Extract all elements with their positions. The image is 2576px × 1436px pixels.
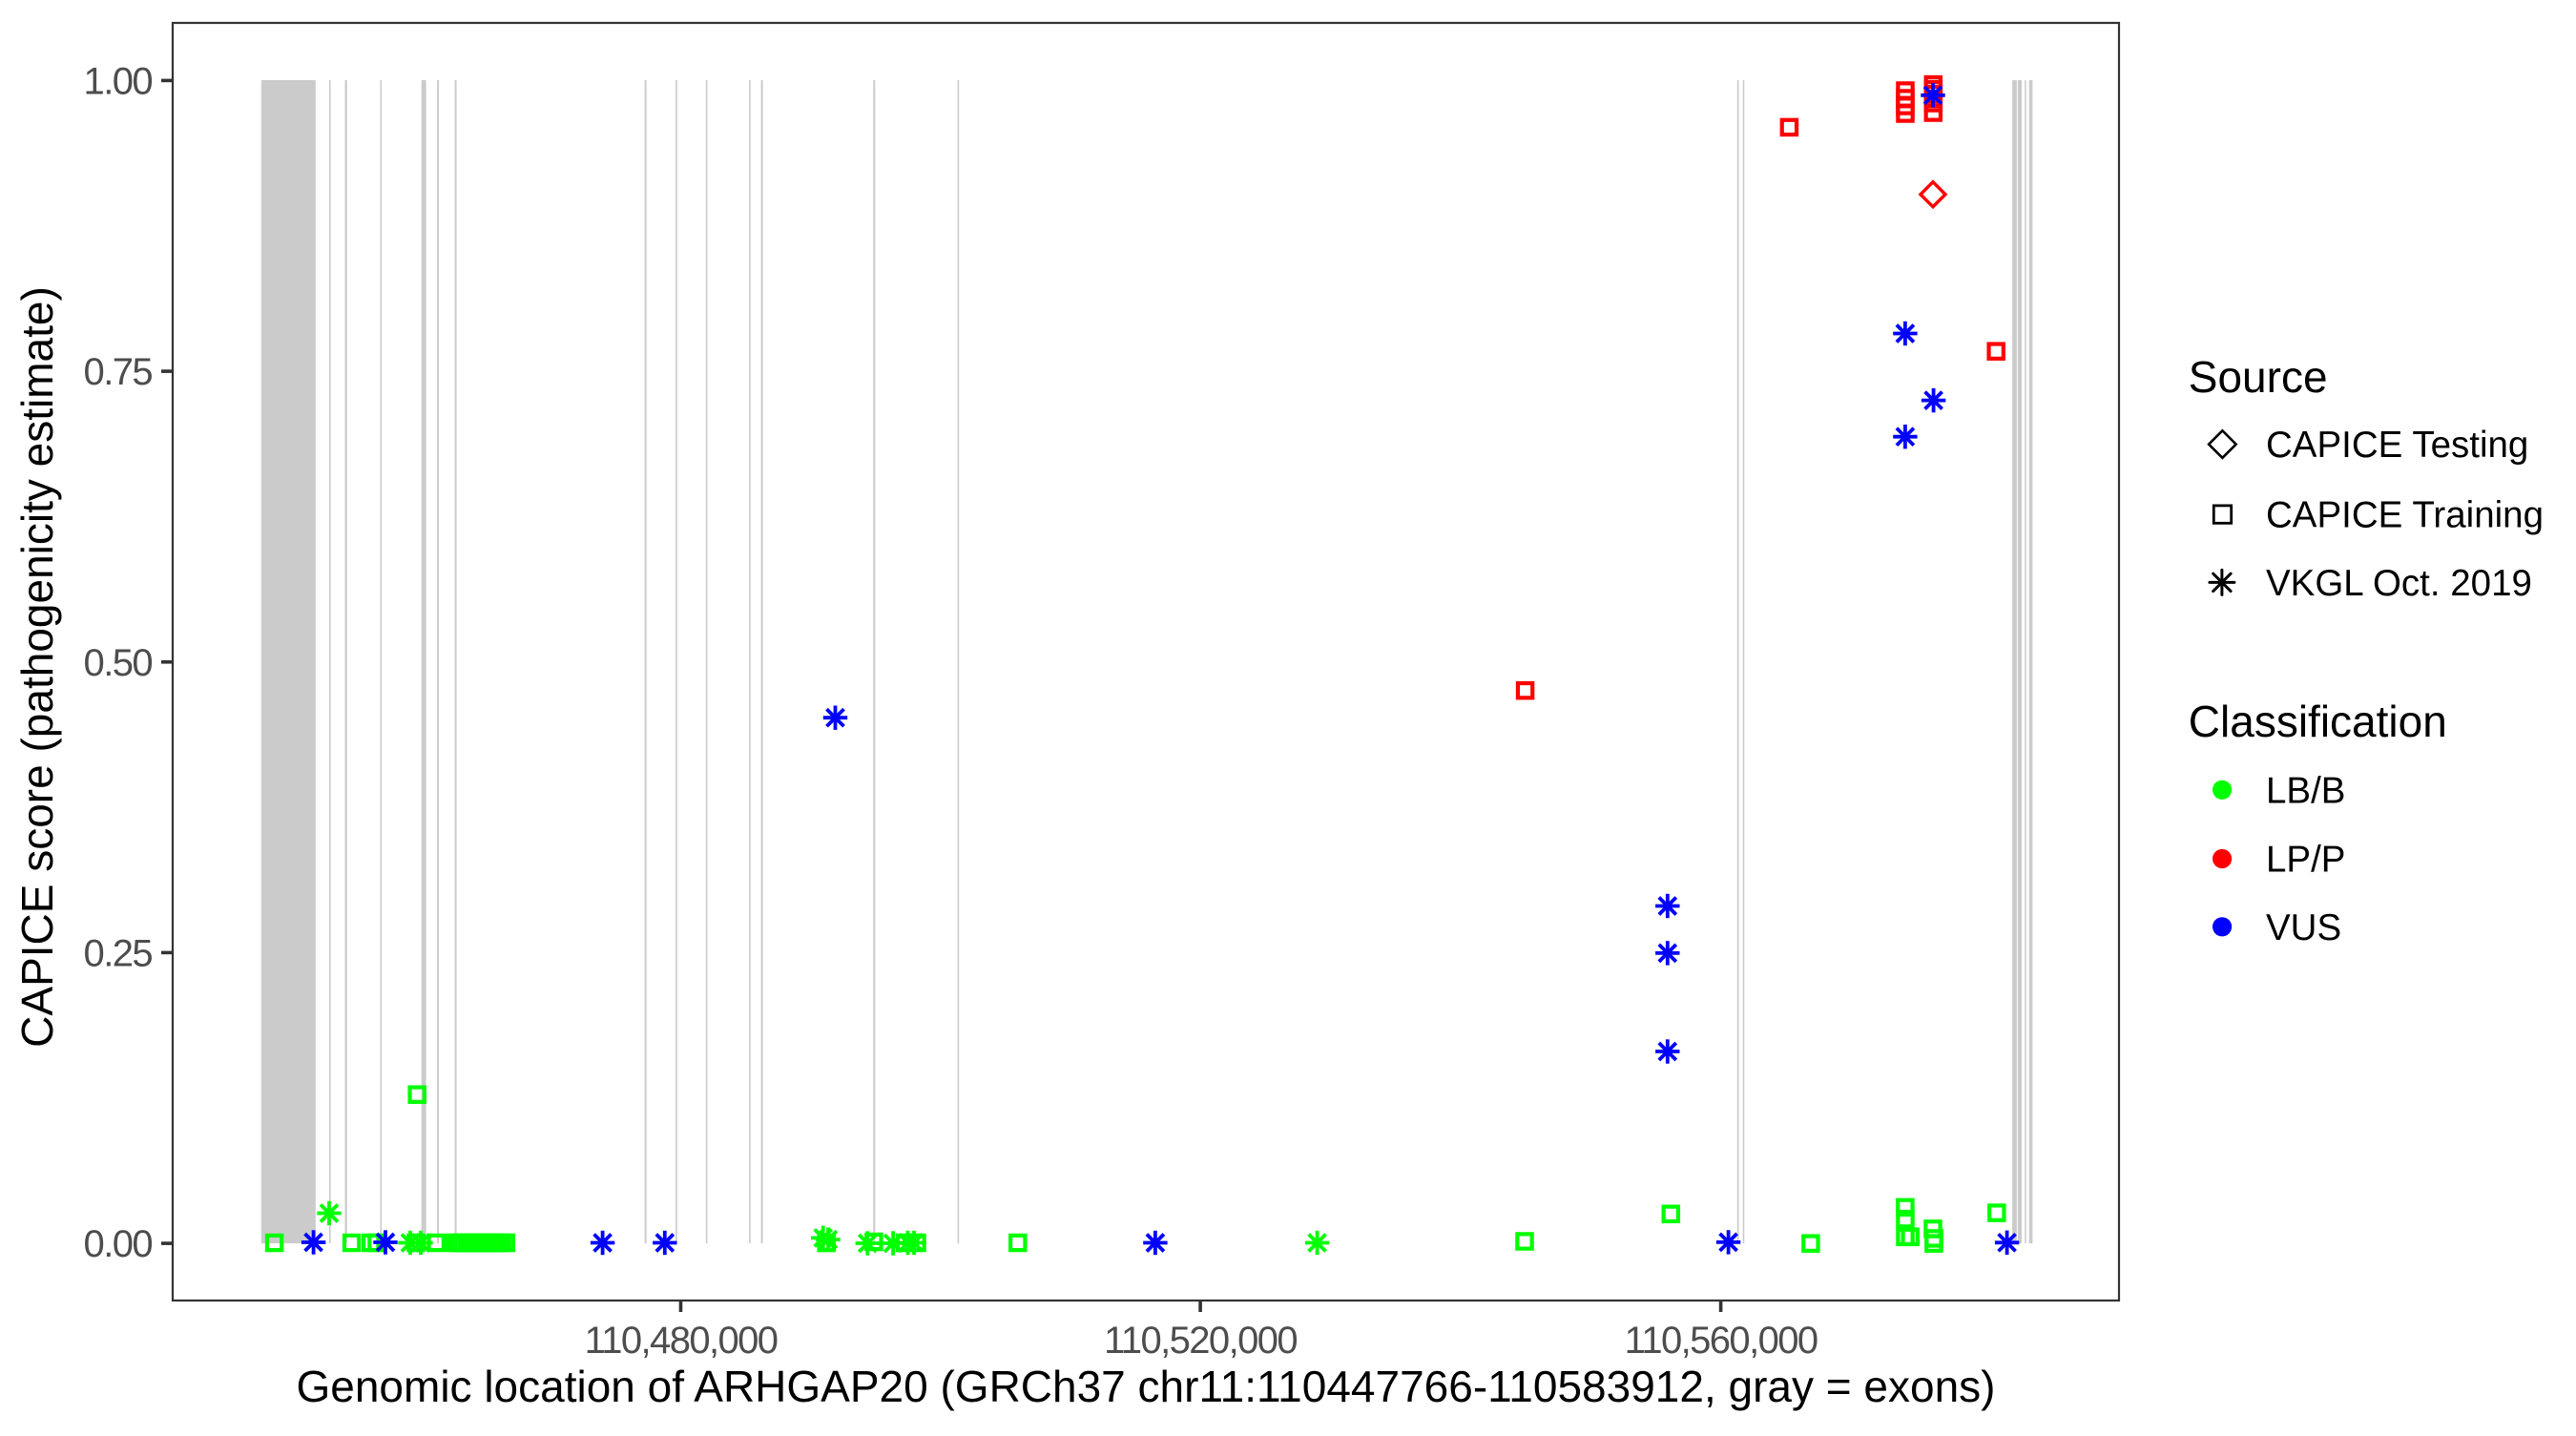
svg-text:0.00: 0.00 bbox=[84, 1223, 153, 1265]
svg-text:Source: Source bbox=[2189, 352, 2328, 402]
svg-text:Genomic location of ARHGAP20 (: Genomic location of ARHGAP20 (GRCh37 chr… bbox=[296, 1362, 1995, 1411]
svg-text:0.50: 0.50 bbox=[84, 642, 153, 684]
svg-text:110,520,000: 110,520,000 bbox=[1104, 1320, 1297, 1362]
svg-text:110,560,000: 110,560,000 bbox=[1625, 1320, 1818, 1362]
svg-text:110,480,000: 110,480,000 bbox=[585, 1320, 778, 1362]
svg-text:1.00: 1.00 bbox=[84, 60, 153, 102]
svg-text:0.25: 0.25 bbox=[84, 932, 153, 974]
svg-text:LP/P: LP/P bbox=[2266, 840, 2345, 881]
svg-text:0.75: 0.75 bbox=[84, 351, 153, 393]
svg-text:LB/B: LB/B bbox=[2266, 770, 2345, 811]
svg-text:Classification: Classification bbox=[2189, 697, 2447, 746]
svg-text:CAPICE score (pathogenicity es: CAPICE score (pathogenicity estimate) bbox=[12, 286, 62, 1048]
svg-text:VKGL Oct. 2019: VKGL Oct. 2019 bbox=[2266, 563, 2532, 604]
svg-text:VUS: VUS bbox=[2266, 907, 2341, 948]
svg-text:CAPICE Testing: CAPICE Testing bbox=[2266, 425, 2528, 466]
svg-text:CAPICE Training: CAPICE Training bbox=[2266, 495, 2544, 536]
